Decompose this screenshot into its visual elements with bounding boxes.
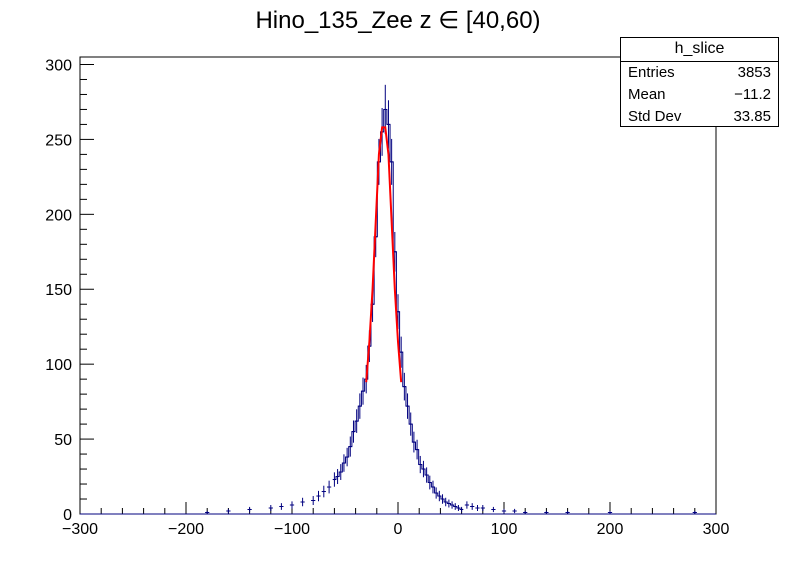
y-tick-label: 300 [45, 57, 72, 74]
stats-mean-value: −11.2 [734, 86, 771, 103]
histogram-bins [80, 84, 716, 515]
stats-entries-value: 3853 [737, 64, 771, 81]
histogram-outline [332, 108, 464, 511]
stats-box: h_slice Entries 3853 Mean −11.2 Std Dev … [620, 37, 779, 127]
stats-entries-row: Entries 3853 [621, 62, 778, 84]
x-tick-label: 200 [597, 521, 624, 538]
y-tick-label: 250 [45, 132, 72, 149]
fit-line [365, 126, 403, 383]
stats-entries-label: Entries [628, 64, 675, 81]
stats-mean-label: Mean [628, 86, 666, 103]
fit-curve [365, 126, 403, 383]
stats-box-title: h_slice [621, 38, 778, 62]
x-tick-label: 0 [394, 521, 403, 538]
stats-stddev-value: 33.85 [733, 108, 771, 125]
y-tick-label: 200 [45, 207, 72, 224]
stats-stddev-label: Std Dev [628, 108, 682, 125]
y-tick-label: 50 [54, 432, 72, 449]
stats-stddev-row: Std Dev 33.85 [621, 106, 778, 128]
y-tick-label: 0 [63, 507, 72, 524]
axes: −300 −200 −100 0 100 200 300 0 50 100 150 200 250 300 [45, 57, 729, 538]
x-tick-label: −100 [274, 521, 310, 538]
y-tick-label: 100 [45, 357, 72, 374]
x-tick-label: 300 [703, 521, 730, 538]
y-tick-label: 150 [45, 282, 72, 299]
chart-title: Hino_135_Zee z ∈ [40,60) [255, 7, 541, 34]
x-tick-label: −300 [62, 521, 98, 538]
stats-mean-row: Mean −11.2 [621, 84, 778, 106]
x-tick-label: 100 [491, 521, 518, 538]
x-tick-label: −200 [168, 521, 204, 538]
